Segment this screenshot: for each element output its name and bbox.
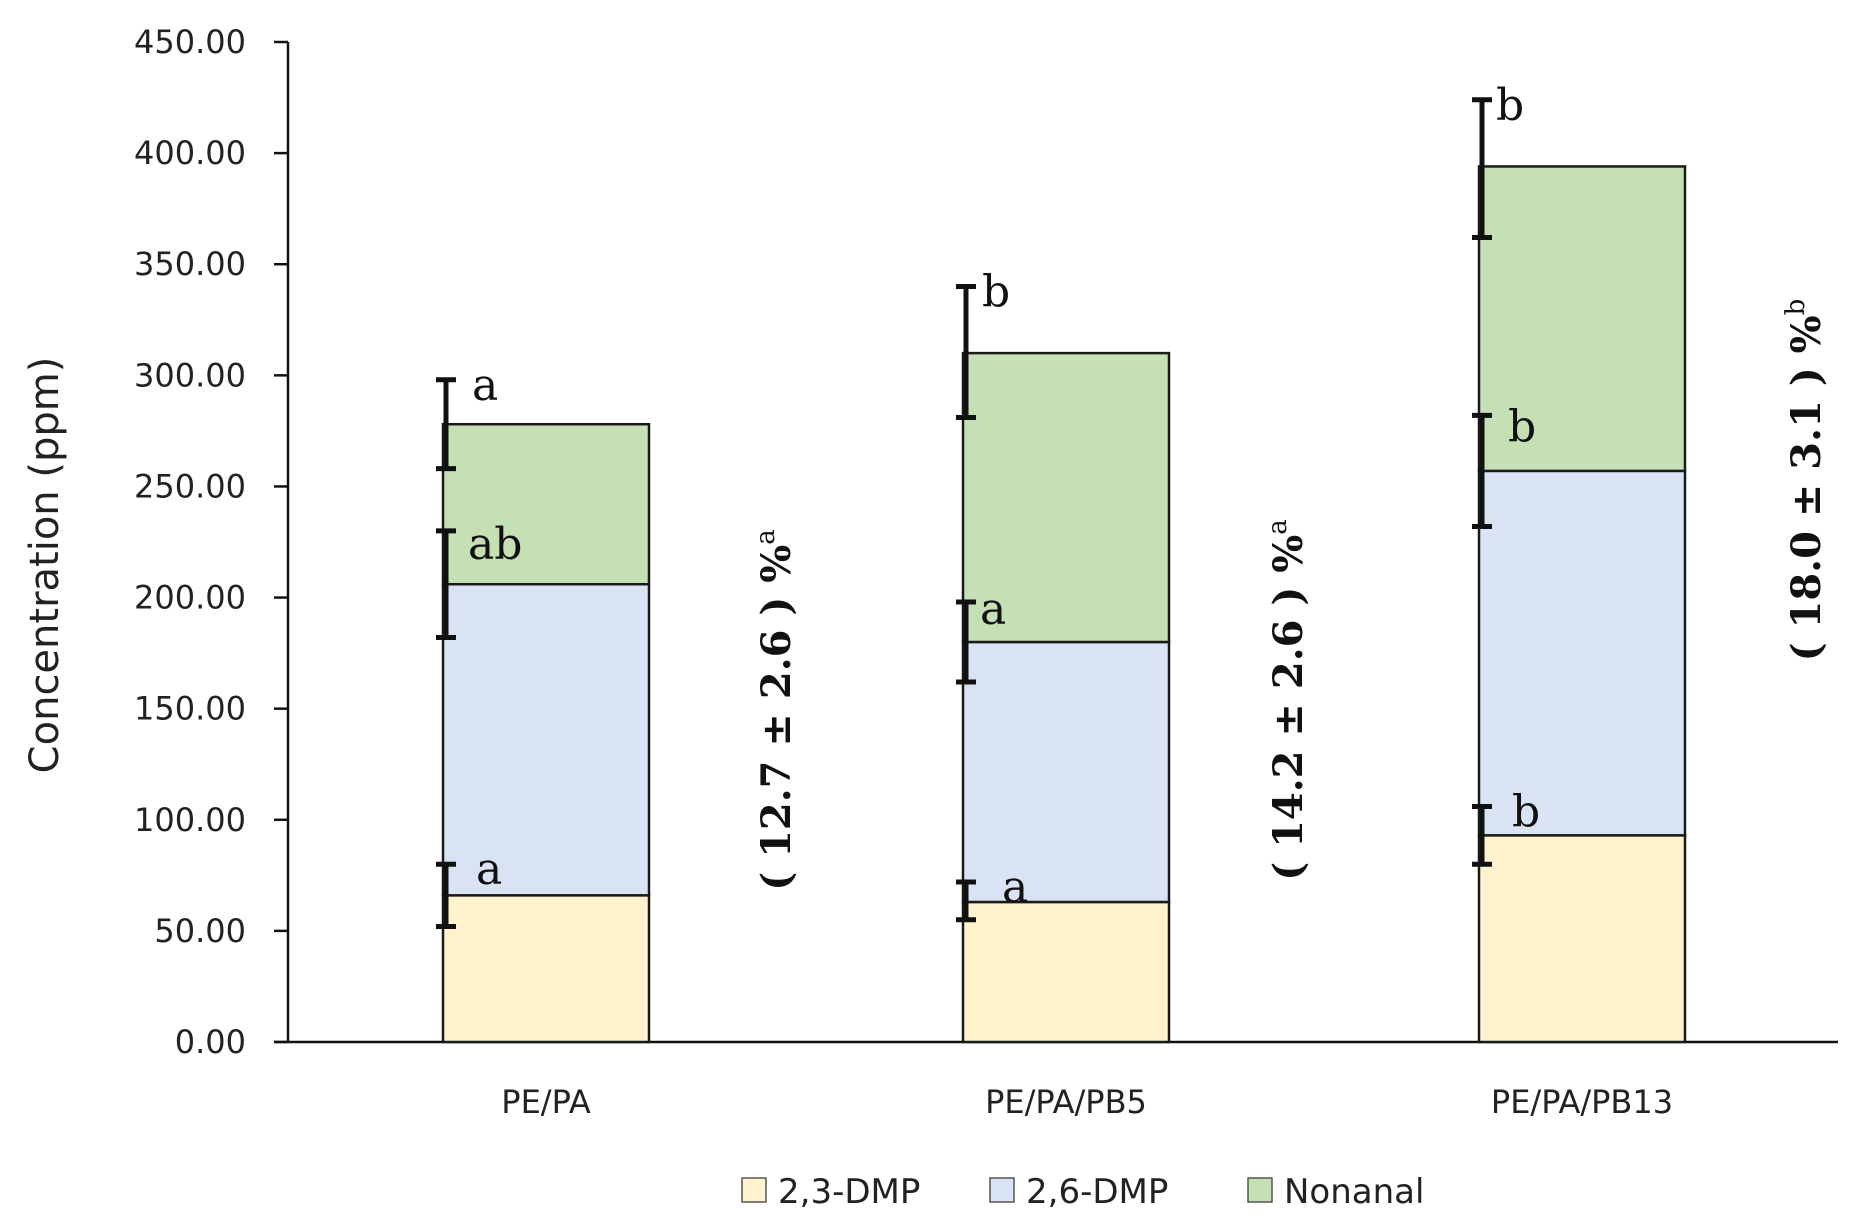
percent-superscript: a xyxy=(751,529,781,545)
y-tick-label: 400.00 xyxy=(134,134,246,172)
significance-letter: b xyxy=(982,266,1010,317)
percent-annotation: ( 18.0 ± 3.1 ) %b xyxy=(1781,299,1830,662)
y-tick-label: 0.00 xyxy=(175,1023,246,1061)
percent-annotation: ( 14.2 ± 2.6 ) %a xyxy=(1263,519,1312,881)
percent-superscript: a xyxy=(1263,519,1293,535)
x-category-label: PE/PA/PB5 xyxy=(985,1083,1147,1121)
y-tick-label: 150.00 xyxy=(134,690,246,728)
percent-annotations: ( 12.7 ± 2.6 ) %a ( 14.2 ± 2.6 ) %a ( 18.0… xyxy=(751,299,1830,891)
y-tick-label: 200.00 xyxy=(134,579,246,617)
error-bars xyxy=(436,97,1492,929)
legend-label: 2,6-DMP xyxy=(1026,1172,1168,1212)
bar-segment-2-3-dmp xyxy=(1477,834,1687,1044)
legend-swatch xyxy=(989,1177,1015,1203)
x-category-label: PE/PA/PB13 xyxy=(1491,1083,1673,1121)
significance-letter: a xyxy=(476,844,502,895)
y-tick-label: 300.00 xyxy=(134,356,246,394)
significance-letter: b xyxy=(1512,786,1540,837)
bar-segment-2-3-dmp xyxy=(961,900,1171,1044)
significance-letter: ab xyxy=(468,519,522,570)
axes: 0.00 50.00 100.00 150.00 200.00 250.00 300.00 3… xyxy=(134,23,1838,1121)
y-tick-label: 350.00 xyxy=(134,245,246,283)
legend-label: 2,3-DMP xyxy=(778,1172,920,1212)
bar-segment-2-6-dmp xyxy=(961,640,1171,904)
y-tick-label: 50.00 xyxy=(154,912,246,950)
bar-segment-2-3-dmp xyxy=(441,894,651,1044)
legend-swatch xyxy=(1247,1177,1273,1203)
bar-segment-2-6-dmp xyxy=(441,582,651,897)
x-category-label: PE/PA xyxy=(501,1083,591,1121)
significance-letter: b xyxy=(1508,401,1536,452)
significance-letter: a xyxy=(1002,862,1028,913)
y-axis-title: Concentration (ppm) xyxy=(22,357,68,774)
legend-label: Nonanal xyxy=(1284,1172,1424,1212)
bar-segment-nonanal xyxy=(1477,165,1687,473)
significance-letter: a xyxy=(472,360,498,411)
percent-annotation: ( 12.7 ± 2.6 ) %a xyxy=(751,529,800,891)
percent-superscript: b xyxy=(1781,299,1811,316)
bars xyxy=(441,165,1687,1044)
legend: 2,3-DMP 2,6-DMP Nonanal xyxy=(741,1172,1424,1212)
y-tick-label: 250.00 xyxy=(134,467,246,505)
significance-letter: a xyxy=(980,584,1006,635)
bar-segment-nonanal xyxy=(441,422,651,586)
y-tick-label: 100.00 xyxy=(134,801,246,839)
significance-letter: b xyxy=(1496,80,1524,131)
legend-swatch xyxy=(741,1177,767,1203)
bar-segment-nonanal xyxy=(961,351,1171,644)
bar-segment-2-6-dmp xyxy=(1477,469,1687,837)
y-tick-label: 450.00 xyxy=(134,23,246,61)
